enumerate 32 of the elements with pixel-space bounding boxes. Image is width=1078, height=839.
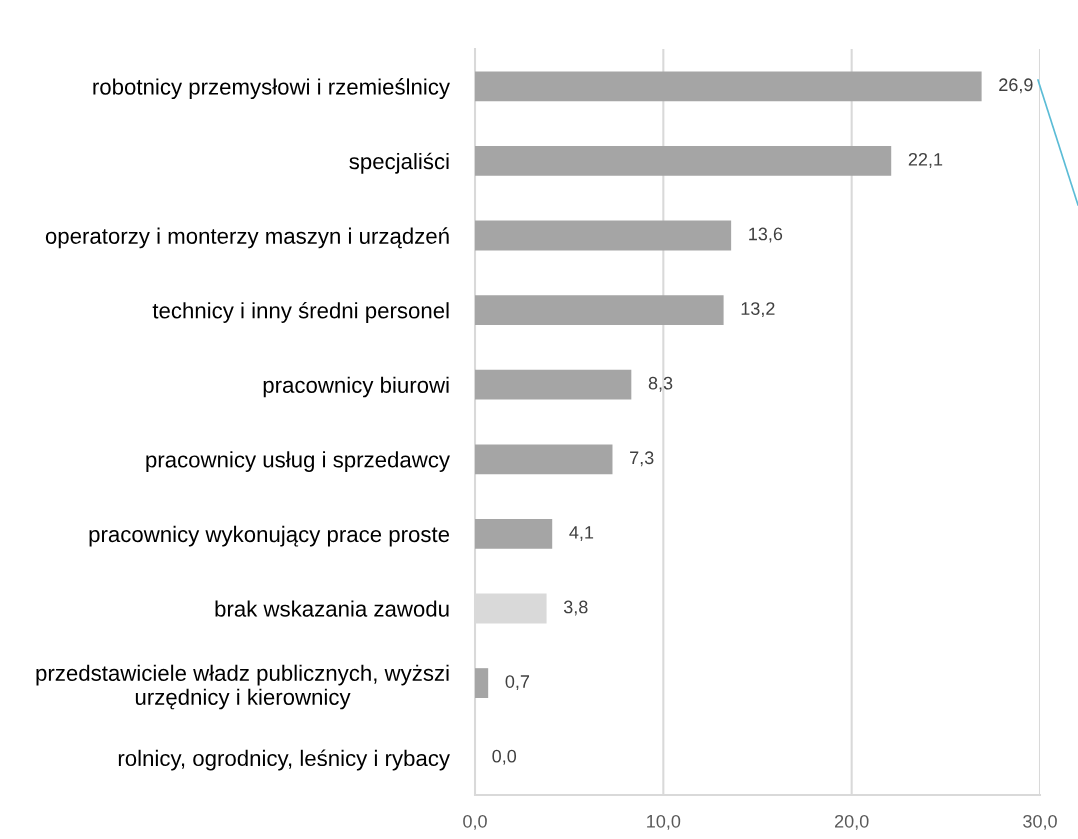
data-label: 13,6 — [749, 227, 783, 243]
y-tick-label: brak wskazania zawodu — [215, 600, 449, 617]
x-tick-label: 20,0 — [835, 814, 869, 830]
y-tick-label: rolnicy, ogrodnicy, leśnicy i rybacy — [118, 749, 450, 771]
bar — [475, 369, 632, 400]
y-tick-label: robotnicy przemysłowi i rzemieślnicy — [93, 78, 450, 100]
bar — [475, 145, 892, 176]
y-tick-label: technicy i inny średni personel — [152, 301, 449, 323]
data-label: 22,1 — [908, 152, 943, 168]
x-tick-label: 30,0 — [1023, 814, 1057, 830]
bar — [475, 71, 982, 102]
x-tick-label: 10,0 — [647, 814, 681, 830]
data-label: 7,3 — [630, 451, 654, 467]
y-tick-label: pracownicy wykonujący prace proste — [89, 525, 450, 547]
bar — [475, 668, 489, 699]
data-label: 26,9 — [999, 78, 1033, 94]
bar — [475, 518, 553, 549]
y-tick-label: przedstawiciele władz publicznych, wyższi urzędnicy i kierownicy — [36, 664, 449, 710]
y-tick-label: specjaliści — [349, 152, 449, 174]
bar — [475, 220, 732, 251]
y-tick-label: pracownicy usług i sprzedawcy — [146, 451, 450, 472]
y-tick-label: pracownicy biurowi — [263, 376, 449, 398]
data-label: 4,1 — [569, 526, 594, 541]
data-label: 0,7 — [505, 675, 530, 691]
data-label: 0,0 — [492, 749, 517, 765]
y-tick-label: operatorzy i monterzy maszyn i urządzeń — [45, 227, 449, 249]
x-tick-label: 0,0 — [463, 814, 487, 830]
data-label: 3,8 — [563, 600, 588, 616]
bar — [475, 444, 613, 475]
data-label: 8,3 — [648, 376, 673, 392]
bar — [475, 295, 724, 326]
data-label: 13,2 — [741, 302, 775, 318]
